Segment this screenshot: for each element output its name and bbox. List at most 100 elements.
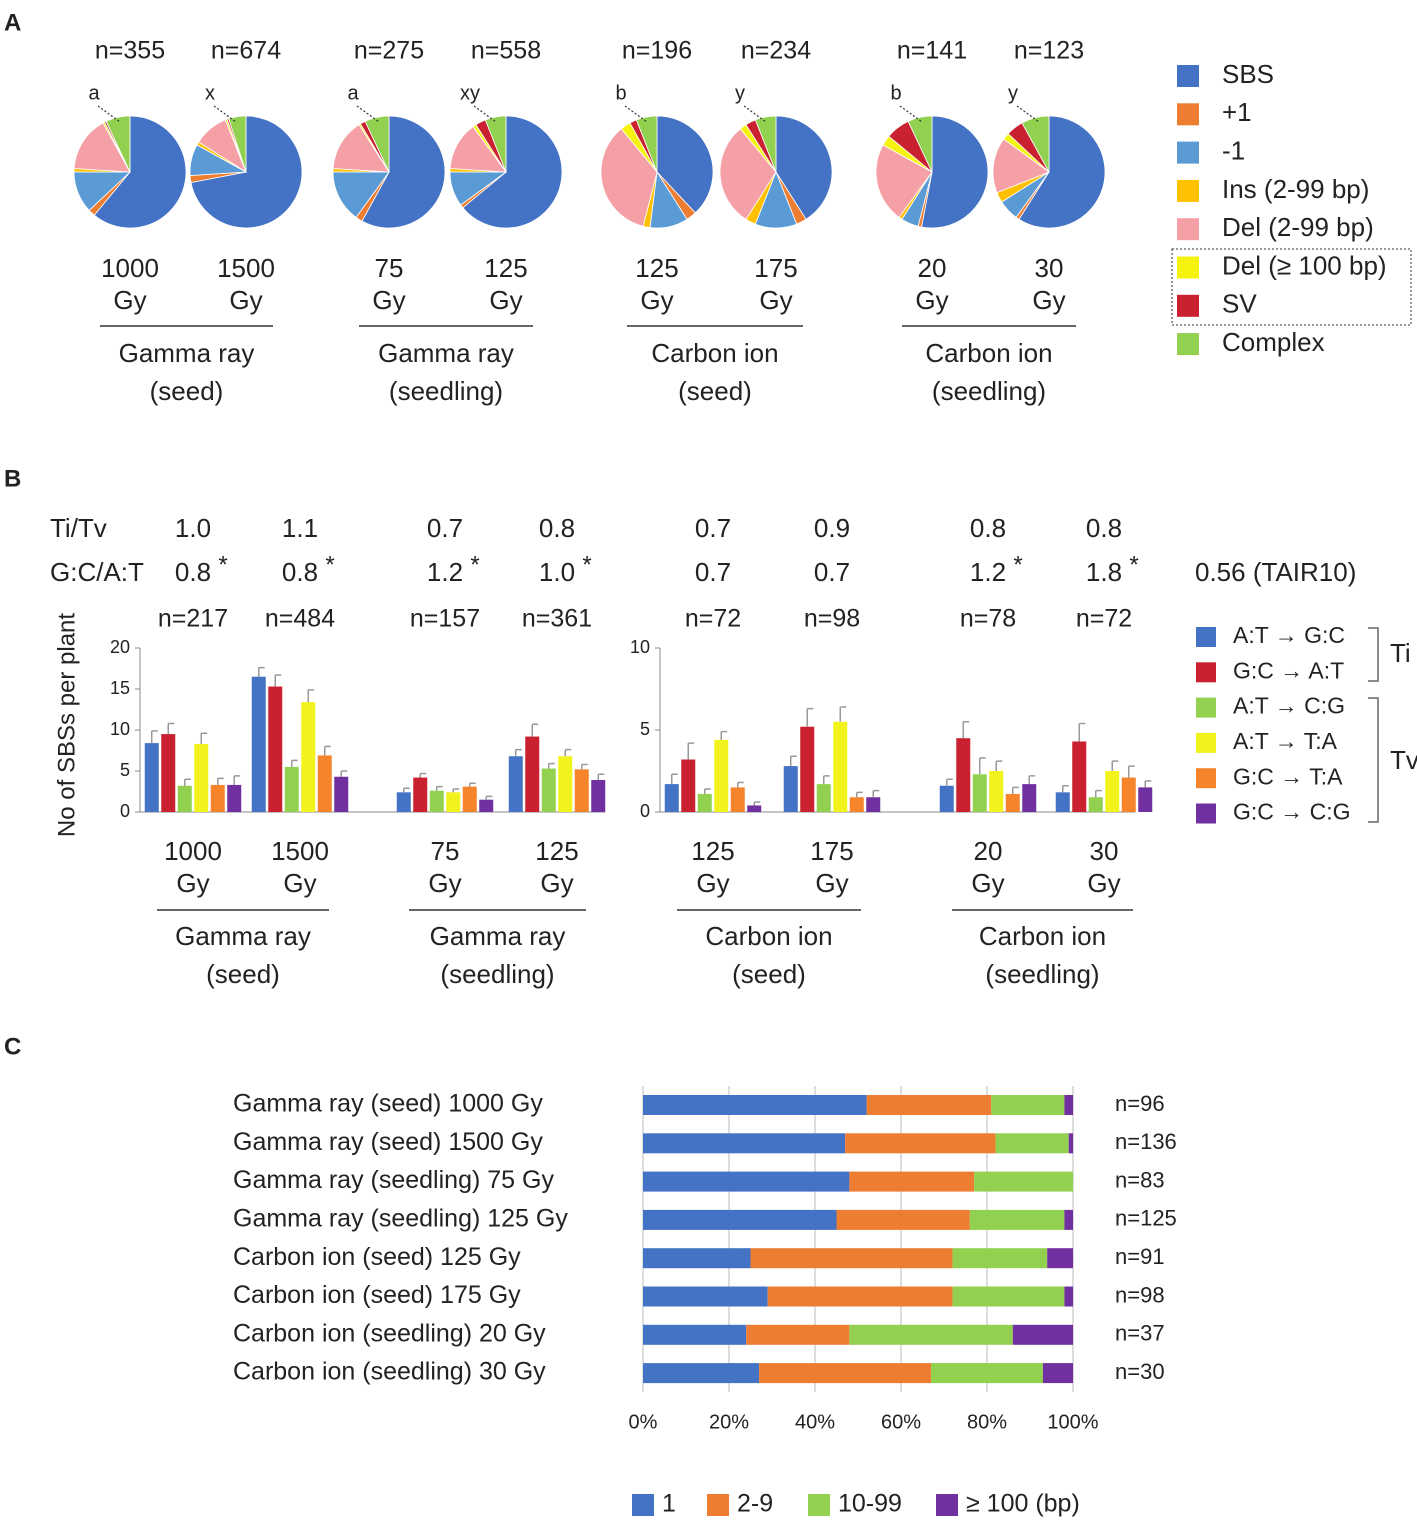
legend-swatch: [1196, 627, 1216, 647]
sample-size: n=141: [897, 37, 967, 65]
legend-label: +1: [1222, 97, 1252, 127]
error-bar: [515, 748, 522, 757]
bar: [194, 743, 209, 812]
error-bar: [485, 795, 493, 800]
bar-segment: [1047, 1248, 1073, 1269]
error-bar: [184, 778, 191, 786]
significance-mark: *: [1013, 551, 1022, 578]
bar-segment: [849, 1324, 1013, 1345]
annotation-leader: [213, 105, 237, 123]
sample-size: n=72: [685, 605, 741, 633]
bar: [541, 768, 556, 812]
bar: [558, 756, 573, 812]
gc-at-value: 1.2: [970, 557, 1006, 587]
bar: [939, 785, 954, 812]
dose-label: 125 Gy: [635, 253, 679, 315]
legend-group-label: Ti: [1390, 638, 1411, 668]
sample-size: n=674: [211, 37, 281, 65]
error-bar: [823, 775, 830, 785]
bar: [800, 726, 815, 812]
error-bar: [436, 785, 443, 791]
legend-swatch: [707, 1494, 729, 1516]
bar-segment: [969, 1209, 1065, 1230]
bar-segment: [1042, 1363, 1073, 1384]
bar-segment: [974, 1171, 1073, 1192]
dose-label: 30 Gy: [1032, 253, 1066, 315]
bar: [574, 769, 589, 812]
bar: [210, 784, 225, 812]
legend-box: [1171, 248, 1412, 326]
pie-slice: [921, 115, 989, 229]
legend-label: 10-99: [838, 1490, 902, 1518]
ti-tv-value: 0.8: [539, 513, 575, 543]
bar: [462, 786, 477, 812]
legend-label: G:C → A:T: [1233, 657, 1344, 683]
bar: [334, 776, 349, 812]
pie-slice: [93, 115, 187, 229]
gc-at-value: 0.8: [175, 557, 211, 587]
sample-size: n=98: [1115, 1282, 1165, 1307]
legend-swatch: [1177, 333, 1199, 356]
bar: [268, 686, 283, 812]
error-bar: [419, 772, 427, 778]
error-bar: [291, 759, 298, 767]
error-bar: [274, 674, 282, 687]
legend-swatch: [1177, 179, 1199, 202]
significance-mark: *: [470, 551, 479, 578]
x-tick-label: 100%: [1047, 1411, 1098, 1433]
legend-label: SV: [1222, 289, 1257, 319]
bar-segment: [845, 1133, 996, 1154]
bar: [956, 738, 971, 812]
x-tick-label: 0%: [629, 1411, 658, 1433]
bar-segment: [643, 1248, 751, 1269]
legend-swatch: [1196, 662, 1216, 683]
bar: [783, 766, 798, 812]
sample-size: n=83: [1115, 1167, 1165, 1192]
error-bar: [1028, 775, 1036, 785]
group-label: Gamma ray (seed): [175, 921, 311, 989]
error-bar: [856, 791, 863, 798]
bar: [227, 784, 242, 812]
bar: [177, 785, 192, 812]
error-bar: [200, 732, 208, 744]
error-bar: [307, 689, 315, 703]
pie-slice: [332, 124, 390, 173]
gc-at-value: 1.8: [1086, 557, 1122, 587]
bar-segment: [767, 1286, 953, 1307]
bar: [317, 755, 332, 812]
error-bar: [531, 723, 539, 737]
annotation-leader: [97, 105, 121, 123]
error-bar: [962, 721, 970, 739]
dose-label: 30 Gy: [1087, 836, 1121, 898]
category-label: Carbon ion (seedling) 20 Gy: [233, 1319, 546, 1347]
legend-swatch: [1177, 294, 1199, 317]
sample-size: n=196: [622, 37, 692, 65]
annotation: xy: [460, 82, 480, 104]
bar-segment: [866, 1095, 992, 1115]
legend-swatch: [1177, 256, 1199, 279]
group-label: Gamma ray (seed): [118, 338, 255, 406]
y-tick-label: 10: [110, 719, 130, 739]
sample-size: n=558: [471, 37, 541, 65]
error-bar: [452, 788, 460, 793]
annotation: x: [205, 82, 215, 104]
error-bar: [151, 730, 158, 744]
dose-label: 125 Gy: [691, 836, 735, 898]
error-bar: [806, 707, 814, 727]
ti-tv-value: 1.1: [282, 513, 318, 543]
sample-size: n=37: [1115, 1321, 1165, 1346]
bar: [479, 799, 494, 812]
group-label: Gamma ray (seedling): [378, 338, 514, 406]
gc-at-value: 0.7: [814, 557, 850, 587]
significance-mark: *: [1129, 551, 1138, 578]
reference-value: 0.56 (TAIR10): [1195, 557, 1356, 587]
error-bar: [548, 762, 555, 769]
error-bar: [872, 789, 880, 798]
annotation: y: [1008, 82, 1018, 104]
category-label: Gamma ray (seed) 1000 Gy: [233, 1090, 543, 1118]
pie-slice: [600, 128, 658, 227]
bar-segment: [746, 1324, 850, 1345]
bar-segment: [750, 1248, 953, 1269]
